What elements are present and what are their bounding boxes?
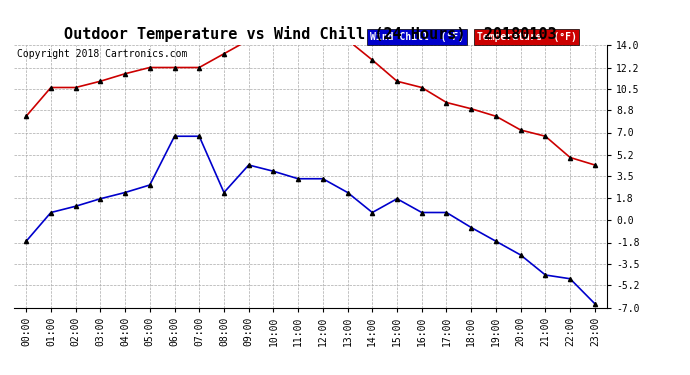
Title: Outdoor Temperature vs Wind Chill (24 Hours)  20180103: Outdoor Temperature vs Wind Chill (24 Ho…: [64, 27, 557, 42]
Text: Temperature  (°F): Temperature (°F): [477, 32, 577, 42]
Text: Wind Chill  (°F): Wind Chill (°F): [370, 32, 464, 42]
Text: Copyright 2018 Cartronics.com: Copyright 2018 Cartronics.com: [17, 49, 187, 59]
